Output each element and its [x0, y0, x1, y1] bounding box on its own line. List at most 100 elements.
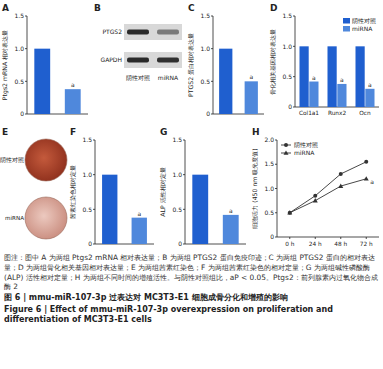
- y-tick-label: 0: [178, 240, 182, 247]
- y-tick: [93, 140, 95, 141]
- y-tick: [211, 81, 213, 82]
- bar: [328, 46, 337, 107]
- panel-letter: C: [188, 3, 195, 13]
- bar: [132, 218, 147, 244]
- y-tick: [93, 209, 95, 210]
- bars: [219, 49, 258, 114]
- y-tick: [183, 174, 185, 175]
- y-tick-label: 0.5: [200, 78, 210, 85]
- legend-swatch: [343, 26, 350, 32]
- marker: [364, 160, 368, 164]
- y-axis-label: Ptgs2 mRNA 相对表达量: [1, 30, 9, 100]
- band: [157, 30, 179, 35]
- y-tick: [25, 16, 27, 17]
- y-tick-label: 0.5: [264, 209, 274, 216]
- y-tick-label: 1.5: [14, 12, 24, 19]
- significance: a: [71, 81, 75, 88]
- bar-panel: CPTGS2 蛋白相对表达量00.51.01.5a: [187, 3, 264, 117]
- alizarin-stain: E阴性对照miRNA: [0, 127, 67, 239]
- figure: APtgs2 mRNA 相对表达量00.51.01.5aCPTGS2 蛋白相对表…: [0, 0, 383, 251]
- bar: [34, 49, 50, 114]
- x-tick-label: Ocn: [359, 110, 371, 116]
- marker: [339, 172, 343, 176]
- y-tick-label: 0: [88, 240, 92, 247]
- y-tick-label: 0: [20, 110, 24, 117]
- marker: [364, 176, 369, 180]
- y-tick-label: 1.5: [264, 160, 274, 167]
- annotations: a: [229, 207, 233, 214]
- bar-panel: GALP 活性相对定量00.51.01.5a: [159, 127, 246, 247]
- x-tick-label: 24 h: [309, 241, 322, 247]
- y-axis-label: 细胞活力 (450 nm 吸光度值): [251, 148, 258, 229]
- marker: [313, 198, 318, 202]
- significance: a: [249, 73, 253, 80]
- x-tick: [366, 237, 367, 239]
- stained-well: [25, 139, 67, 181]
- legend-item: 阴性对照: [281, 141, 318, 148]
- caption-title-cn: 图 6 | mmu-miR-107-3p 过表达对 MC3T3-E1 细胞成骨分…: [4, 293, 379, 304]
- significance: a: [229, 207, 233, 214]
- y-tick-label: 1.5: [200, 12, 210, 19]
- line: [290, 179, 367, 213]
- y-tick: [293, 76, 295, 77]
- y-tick-label: 2.0: [264, 136, 274, 143]
- y-tick: [211, 114, 213, 115]
- bar: [219, 49, 232, 114]
- bar: [65, 89, 81, 114]
- annotations: aaa: [312, 74, 372, 88]
- y-tick: [293, 46, 295, 47]
- marker: [313, 194, 317, 198]
- y-tick-label: 1.5: [282, 12, 292, 19]
- band: [127, 58, 149, 63]
- legend-text: 阴性对照: [294, 141, 318, 148]
- lane-label: miRNA: [158, 74, 179, 81]
- x-tick: [315, 237, 316, 239]
- lane-label: 阴性对照: [126, 74, 150, 81]
- bars: [34, 49, 80, 114]
- y-tick: [293, 16, 295, 17]
- y-tick-label: 1.0: [282, 43, 292, 50]
- well-label: 阴性对照: [0, 157, 24, 163]
- panel-letter: D: [270, 3, 277, 13]
- bars: [102, 175, 147, 244]
- annotations: a: [137, 210, 141, 217]
- y-tick: [211, 48, 213, 49]
- annotations: a: [249, 73, 253, 80]
- line-panel: H细胞活力 (450 nm 吸光度值)00.51.01.52.00 h24 h4…: [251, 127, 379, 247]
- y-tick: [275, 164, 277, 165]
- y-tick-label: 0: [288, 103, 292, 110]
- x-tick-label: 48 h: [334, 241, 347, 247]
- significance: a: [312, 74, 316, 81]
- bar: [223, 215, 239, 244]
- y-tick: [25, 114, 27, 115]
- caption-note: 图注：图中 A 为两组 Ptgs2 mRNA 相对表达量；B 为两组 PTGS2…: [4, 253, 379, 292]
- significance: a: [137, 210, 141, 217]
- y-tick: [25, 48, 27, 49]
- legend-swatch: [343, 18, 350, 24]
- band-label: PTGS2: [102, 28, 122, 35]
- x-tick: [289, 237, 290, 239]
- y-axis-label: 骨化相关基因相对表达量: [269, 29, 276, 95]
- y-tick-label: 0.5: [14, 78, 24, 85]
- y-tick-label: 1.0: [264, 185, 274, 192]
- y-tick-label: 0.5: [82, 206, 92, 213]
- annotations: a: [370, 178, 374, 185]
- bar: [309, 82, 318, 107]
- y-axis: [95, 140, 96, 244]
- legend-marker: [284, 143, 288, 147]
- y-axis-label: 茜素红染色相对定量: [69, 165, 76, 219]
- y-tick: [275, 212, 277, 213]
- lines: [287, 160, 369, 215]
- bar: [102, 175, 117, 244]
- y-tick-label: 1.5: [82, 136, 92, 143]
- y-tick-label: 0.5: [172, 206, 182, 213]
- y-tick-label: 1.0: [14, 45, 24, 52]
- legend-item: 阴性对照: [343, 17, 376, 24]
- x-tick-label: Runx2: [328, 110, 347, 116]
- y-tick: [275, 140, 277, 141]
- y-tick: [275, 188, 277, 189]
- y-tick: [93, 244, 95, 245]
- well-label: miRNA: [5, 215, 24, 221]
- panel-letter: B: [94, 3, 101, 13]
- legend-text: miRNA: [294, 149, 315, 156]
